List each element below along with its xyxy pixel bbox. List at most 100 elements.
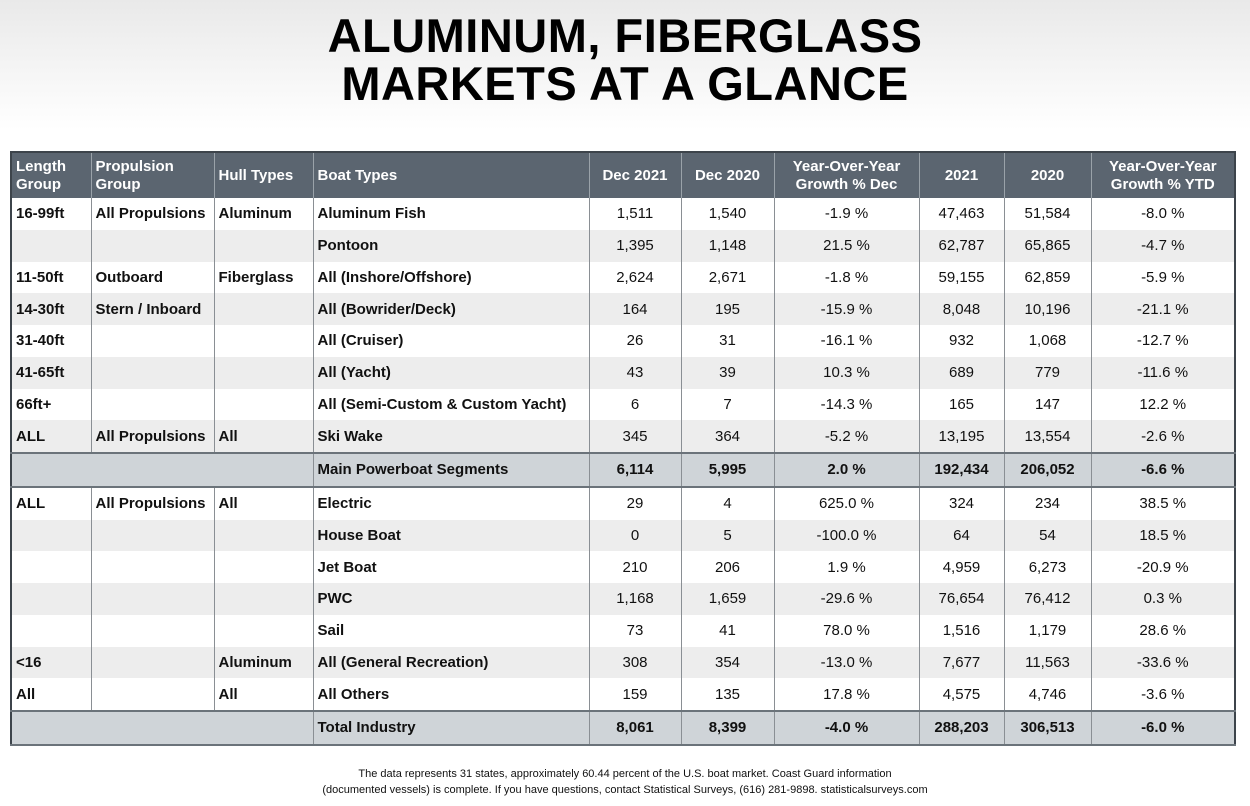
hull-cell: All xyxy=(214,486,314,520)
summary-value: 288,203 xyxy=(919,710,1005,746)
value-cell: -4.7 % xyxy=(1091,229,1236,262)
propulsion-cell xyxy=(91,388,215,421)
value-cell: 1,516 xyxy=(919,614,1005,647)
length-cell: ALL xyxy=(11,420,92,453)
value-cell: 6,273 xyxy=(1004,551,1092,583)
length-cell xyxy=(11,551,92,583)
value-cell: -12.7 % xyxy=(1091,325,1236,357)
length-cell xyxy=(11,229,92,262)
boat-cell: All (Semi-Custom & Custom Yacht) xyxy=(313,388,590,421)
value-cell: 0 xyxy=(589,519,682,552)
boat-cell: House Boat xyxy=(313,519,590,552)
boat-cell: Ski Wake xyxy=(313,420,590,453)
value-cell: 28.6 % xyxy=(1091,614,1236,647)
column-header: 2020 xyxy=(1004,152,1092,198)
value-cell: 1,168 xyxy=(589,583,682,615)
value-cell: 1.9 % xyxy=(774,551,920,583)
value-cell: 1,148 xyxy=(681,229,775,262)
column-header: Propulsion Group xyxy=(91,152,215,198)
boat-cell: All (Bowrider/Deck) xyxy=(313,293,590,325)
value-cell: 51,584 xyxy=(1004,198,1092,230)
value-cell: 364 xyxy=(681,420,775,453)
propulsion-cell: All Propulsions xyxy=(91,198,215,230)
value-cell: 147 xyxy=(1004,388,1092,421)
length-cell: 66ft+ xyxy=(11,388,92,421)
value-cell: 29 xyxy=(589,486,682,520)
value-cell: -29.6 % xyxy=(774,583,920,615)
value-cell: -3.6 % xyxy=(1091,678,1236,711)
length-cell: 14-30ft xyxy=(11,293,92,325)
summary-value: 2.0 % xyxy=(774,452,920,488)
value-cell: 8,048 xyxy=(919,293,1005,325)
summary-value: 8,399 xyxy=(681,710,775,746)
propulsion-cell: All Propulsions xyxy=(91,486,215,520)
summary-row: Total Industry 8,061 8,399 -4.0 % 288,203 306… xyxy=(11,710,1236,746)
value-cell: 76,412 xyxy=(1004,583,1092,615)
table-row: PWC 1,168 1,659 -29.6 % 76,654 76,412 0.3 % xyxy=(11,583,1236,615)
summary-spacer xyxy=(11,452,314,488)
length-cell: 16-99ft xyxy=(11,198,92,230)
length-cell xyxy=(11,614,92,647)
value-cell: -21.1 % xyxy=(1091,293,1236,325)
length-cell: All xyxy=(11,678,92,711)
title-line: MARKETS AT A GLANCE xyxy=(341,57,909,110)
propulsion-cell xyxy=(91,519,215,552)
table-row: ALL All Propulsions All Ski Wake 345 364 -5.2 … xyxy=(11,420,1236,453)
summary-value: 6,114 xyxy=(589,452,682,488)
footnote-line: The data represents 31 states, approxima… xyxy=(358,768,892,780)
value-cell: 354 xyxy=(681,646,775,679)
column-header: Year-Over-Year Growth % YTD xyxy=(1091,152,1236,198)
boat-cell: Electric xyxy=(313,486,590,520)
value-cell: 1,395 xyxy=(589,229,682,262)
boat-cell: All (Yacht) xyxy=(313,356,590,389)
value-cell: 62,859 xyxy=(1004,261,1092,294)
propulsion-cell: All Propulsions xyxy=(91,420,215,453)
footnote-line: (documented vessels) is complete. If you… xyxy=(322,784,928,796)
value-cell: 210 xyxy=(589,551,682,583)
value-cell: 4,575 xyxy=(919,678,1005,711)
value-cell: 73 xyxy=(589,614,682,647)
value-cell: 10,196 xyxy=(1004,293,1092,325)
value-cell: 1,659 xyxy=(681,583,775,615)
boat-cell: All (General Recreation) xyxy=(313,646,590,679)
propulsion-cell xyxy=(91,646,215,679)
value-cell: 41 xyxy=(681,614,775,647)
length-cell: <16 xyxy=(11,646,92,679)
value-cell: 4,746 xyxy=(1004,678,1092,711)
value-cell: 62,787 xyxy=(919,229,1005,262)
length-cell xyxy=(11,519,92,552)
hull-cell xyxy=(214,293,314,325)
value-cell: 345 xyxy=(589,420,682,453)
value-cell: 1,179 xyxy=(1004,614,1092,647)
propulsion-cell xyxy=(91,325,215,357)
hull-cell xyxy=(214,551,314,583)
propulsion-cell: Outboard xyxy=(91,261,215,294)
value-cell: 1,511 xyxy=(589,198,682,230)
value-cell: -20.9 % xyxy=(1091,551,1236,583)
boat-cell: Sail xyxy=(313,614,590,647)
value-cell: 308 xyxy=(589,646,682,679)
table-row: 31-40ft All (Cruiser) 26 31 -16.1 % 932 1,068-… xyxy=(11,325,1236,357)
value-cell: -2.6 % xyxy=(1091,420,1236,453)
propulsion-cell xyxy=(91,583,215,615)
value-cell: -16.1 % xyxy=(774,325,920,357)
summary-value: 192,434 xyxy=(919,452,1005,488)
value-cell: 234 xyxy=(1004,486,1092,520)
propulsion-cell xyxy=(91,356,215,389)
value-cell: 47,463 xyxy=(919,198,1005,230)
hull-cell: All xyxy=(214,420,314,453)
header-background xyxy=(0,0,1250,130)
value-cell: 13,195 xyxy=(919,420,1005,453)
hull-cell: Aluminum xyxy=(214,198,314,230)
boat-cell: All (Cruiser) xyxy=(313,325,590,357)
summary-label: Total Industry xyxy=(313,710,590,746)
hull-cell: Fiberglass xyxy=(214,261,314,294)
boat-cell: Aluminum Fish xyxy=(313,198,590,230)
table-row: 14-30ft Stern / Inboard All (Bowrider/Deck… xyxy=(11,293,1236,325)
table-row: 16-99ft All Propulsions Aluminum Aluminum F… xyxy=(11,198,1236,230)
value-cell: 31 xyxy=(681,325,775,357)
value-cell: -15.9 % xyxy=(774,293,920,325)
value-cell: 43 xyxy=(589,356,682,389)
boat-cell: PWC xyxy=(313,583,590,615)
